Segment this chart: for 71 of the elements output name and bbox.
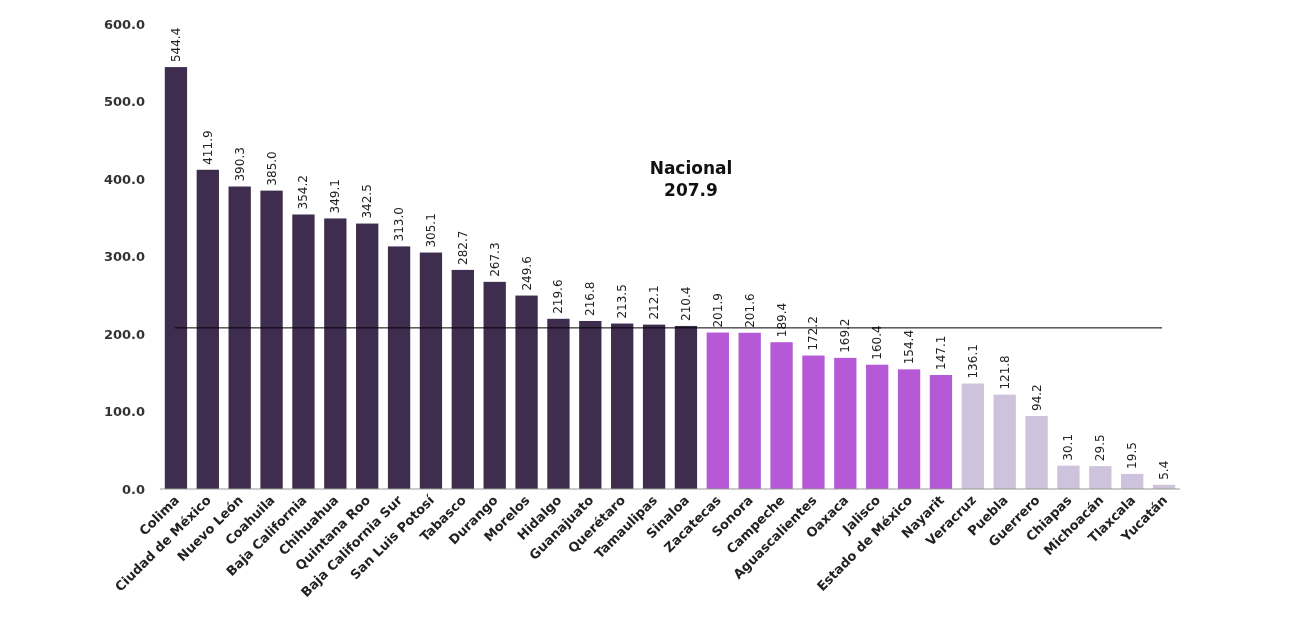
data-label: 411.9 [200,130,215,165]
bar [451,269,474,489]
y-tick-label: 200.0 [103,326,145,342]
bar [770,342,793,489]
data-label: 212.1 [647,285,662,320]
data-label: 94.2 [1029,384,1044,411]
data-label: 136.1 [965,344,980,379]
bar [834,357,857,489]
data-label: 121.8 [997,355,1012,390]
data-label: 29.5 [1093,434,1108,462]
data-label: 354.2 [296,175,311,210]
bar [642,324,666,489]
y-tick-label: 600.0 [103,16,145,32]
bar [483,281,506,489]
bar [419,252,443,489]
bar [866,364,889,489]
y-tick-label: 100.0 [103,404,145,420]
data-label: 169.2 [838,318,853,353]
bar [196,169,219,489]
data-label: 30.1 [1061,433,1076,461]
bar [961,383,984,489]
bar [356,223,379,489]
data-label: 249.6 [519,256,534,291]
data-label: 267.3 [487,242,502,277]
data-label: 349.1 [328,179,343,214]
bar [1089,466,1112,489]
bar [260,190,283,489]
bar [1057,465,1080,489]
y-tick-label: 400.0 [103,171,145,187]
data-label: 210.4 [678,286,693,321]
data-label: 172.2 [806,316,821,351]
bar [324,218,347,489]
data-label: 342.5 [360,184,375,219]
bar [1025,416,1048,489]
bar [387,246,411,489]
data-label: 201.6 [742,293,757,328]
data-label: 385.0 [264,151,279,186]
bar [164,67,188,489]
data-label: 189.4 [774,302,789,338]
bar [897,369,921,489]
data-label: 213.5 [615,284,630,319]
y-tick-label: 0.0 [121,481,145,497]
bar [929,375,953,489]
bar [706,332,729,489]
data-label: 544.4 [168,27,183,63]
bar [993,394,1016,489]
bar [292,214,315,489]
ref-line-label: Nacional 207.9 [649,158,733,200]
y-tick-label: 500.0 [103,94,145,110]
bar [1121,473,1144,489]
bar [228,186,251,489]
bar [515,295,538,489]
bar [579,320,602,489]
data-label: 282.7 [455,230,470,265]
bar [738,332,761,489]
data-label: 201.9 [710,293,725,328]
bar [611,323,634,489]
bar [674,325,698,489]
data-label: 390.3 [232,147,247,182]
data-label: 313.0 [392,207,407,242]
data-label: 5.4 [1157,460,1172,480]
data-label: 216.8 [583,281,598,316]
bar [802,355,825,489]
data-label: 147.1 [933,335,948,370]
data-label: 305.1 [423,213,438,248]
data-label: 219.6 [551,279,566,314]
bar [547,318,570,489]
data-label: 154.4 [902,329,917,365]
data-label: 19.5 [1125,442,1140,469]
data-label: 160.4 [870,325,885,360]
y-tick-label: 300.0 [103,249,145,265]
